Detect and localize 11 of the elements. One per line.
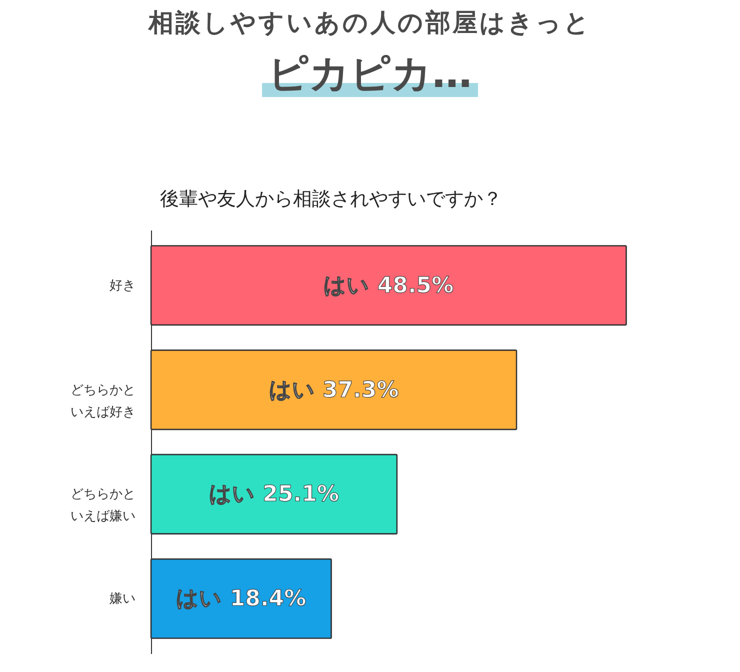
data-label: はい 37.3% — [268, 378, 399, 403]
text: 後輩や友人から相談されやすいですか？ — [160, 187, 502, 212]
y-tick-label: 好き — [110, 278, 136, 294]
y-tick-label: どちらかといえば嫌い — [70, 487, 136, 524]
data-label: はい 18.4% — [176, 586, 306, 612]
chart-title: 相談しやすいあの人の部屋はきっと — [147, 7, 592, 39]
data-label: はい 48.5% — [324, 273, 454, 298]
y-tick-label: どちらかといえば好き — [70, 382, 136, 420]
y-tick-label: 嫌い — [110, 592, 136, 607]
chart-subtitle: ピカピカ… — [262, 51, 478, 97]
data-label: はい 25.1% — [209, 482, 339, 508]
